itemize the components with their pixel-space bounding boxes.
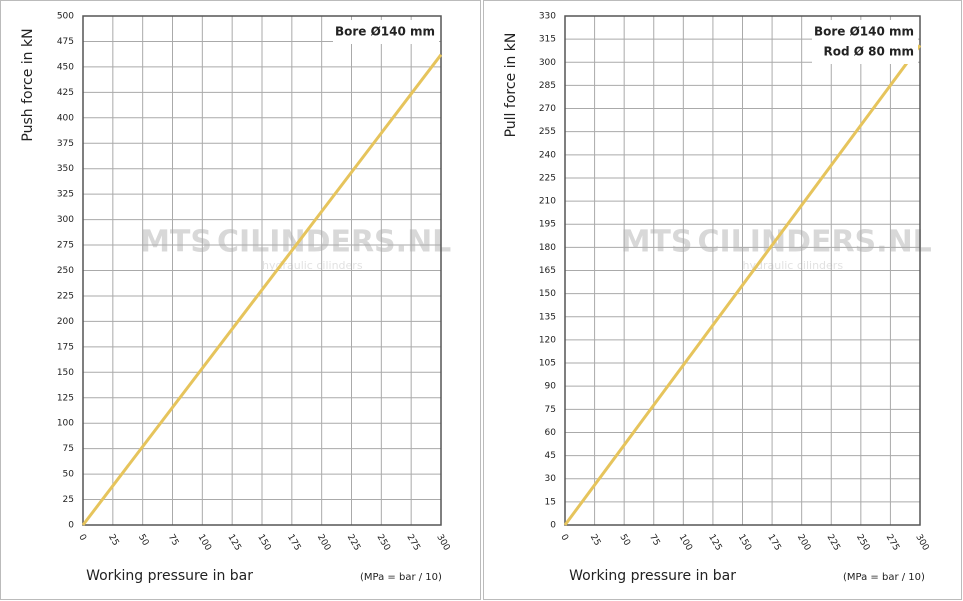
panel-border	[483, 0, 962, 600]
y-tick-label: 225	[57, 291, 74, 301]
plot-border	[82, 15, 442, 526]
y-tick-label: 285	[539, 81, 556, 91]
y-tick-label: 425	[57, 88, 74, 98]
annotation-box	[333, 20, 439, 44]
x-tick-label: 175	[765, 533, 782, 553]
y-tick-label: 165	[539, 266, 556, 276]
y-tick-label: 195	[539, 220, 556, 230]
x-tick-label: 0	[558, 533, 570, 543]
watermark: hydraulic cilinders	[262, 259, 363, 272]
x-tick-label: 250	[375, 533, 392, 553]
y-axis-label: Pull force in kN	[503, 33, 519, 138]
panel-border	[0, 0, 481, 600]
x-tick-label: 125	[225, 533, 242, 553]
x-tick-label: 200	[795, 533, 812, 553]
x-tick-label: 275	[884, 533, 901, 553]
y-tick-label: 500	[57, 12, 74, 22]
x-tick-label: 200	[315, 533, 332, 553]
y-tick-label: 255	[539, 127, 556, 137]
y-tick-label: 45	[545, 451, 556, 461]
x-tick-label: 300	[434, 533, 451, 553]
y-tick-label: 250	[57, 266, 74, 276]
y-tick-label: 125	[57, 393, 74, 403]
y-tick-label: 60	[545, 428, 557, 438]
x-tick-label: 225	[345, 533, 362, 553]
y-tick-label: 25	[63, 495, 74, 505]
y-tick-label: 350	[57, 164, 74, 174]
y-tick-label: 0	[550, 521, 556, 531]
y-tick-label: 150	[57, 368, 74, 378]
y-tick-label: 270	[539, 104, 556, 114]
y-tick-label: 240	[539, 150, 556, 160]
x-tick-label: 175	[285, 533, 302, 553]
y-tick-label: 475	[57, 37, 74, 47]
x-tick-label: 300	[913, 533, 930, 553]
y-tick-label: 100	[57, 419, 74, 429]
x-tick-label: 225	[824, 533, 841, 553]
x-tick-label: 50	[136, 533, 151, 548]
y-axis-label: Push force in kN	[20, 28, 36, 141]
x-tick-label: 100	[677, 533, 694, 553]
x-tick-label: 25	[588, 533, 602, 548]
x-tick-label: 75	[647, 533, 661, 548]
annotation-box	[812, 20, 918, 64]
y-tick-label: 15	[545, 497, 556, 507]
x-tick-label: 275	[404, 533, 421, 553]
annotation: Bore Ø140 mm	[335, 25, 435, 39]
y-tick-label: 150	[539, 289, 556, 299]
watermark: CILINDERS.NL	[217, 225, 451, 260]
y-tick-label: 315	[539, 35, 556, 45]
x-tick-label: 125	[706, 533, 723, 553]
y-tick-label: 325	[57, 190, 74, 200]
y-tick-label: 75	[63, 444, 74, 454]
annotation: Bore Ø140 mm	[814, 25, 914, 39]
y-tick-label: 180	[539, 243, 556, 253]
x-tick-label: 0	[76, 533, 88, 543]
x-axis-note: (MPa = bar / 10)	[360, 572, 442, 583]
annotation: Rod Ø 80 mm	[823, 45, 914, 59]
y-tick-label: 90	[545, 382, 557, 392]
y-tick-label: 120	[539, 335, 556, 345]
data-line	[81, 53, 443, 526]
y-tick-label: 375	[57, 139, 74, 149]
watermark: MTS	[140, 225, 212, 260]
y-tick-label: 105	[539, 359, 556, 369]
y-tick-label: 175	[57, 342, 74, 352]
y-tick-label: 0	[68, 521, 74, 531]
plot-border	[564, 15, 921, 526]
y-tick-label: 300	[57, 215, 74, 225]
watermark: hydraulic cilinders	[743, 259, 844, 272]
y-tick-label: 135	[539, 312, 556, 322]
x-tick-label: 25	[106, 533, 120, 548]
x-tick-label: 150	[736, 533, 753, 553]
y-tick-label: 30	[545, 474, 557, 484]
y-tick-label: 450	[57, 62, 74, 72]
y-tick-label: 330	[539, 12, 556, 22]
x-tick-label: 250	[854, 533, 871, 553]
y-tick-label: 200	[57, 317, 74, 327]
y-tick-label: 400	[57, 113, 74, 123]
data-line	[563, 44, 922, 526]
y-tick-label: 50	[63, 470, 75, 480]
y-tick-label: 75	[545, 405, 556, 415]
y-tick-label: 210	[539, 197, 556, 207]
watermark: MTS	[621, 225, 693, 260]
x-axis-label: Working pressure in bar	[569, 568, 736, 584]
x-tick-label: 150	[255, 533, 272, 553]
x-axis-note: (MPa = bar / 10)	[843, 572, 925, 583]
watermark: CILINDERS.NL	[698, 225, 932, 260]
x-tick-label: 100	[196, 533, 213, 553]
x-axis-label: Working pressure in bar	[86, 568, 253, 584]
x-tick-label: 75	[166, 533, 180, 548]
y-tick-label: 300	[539, 58, 556, 68]
y-tick-label: 225	[539, 173, 556, 183]
x-tick-label: 50	[617, 533, 632, 548]
y-tick-label: 275	[57, 241, 74, 251]
